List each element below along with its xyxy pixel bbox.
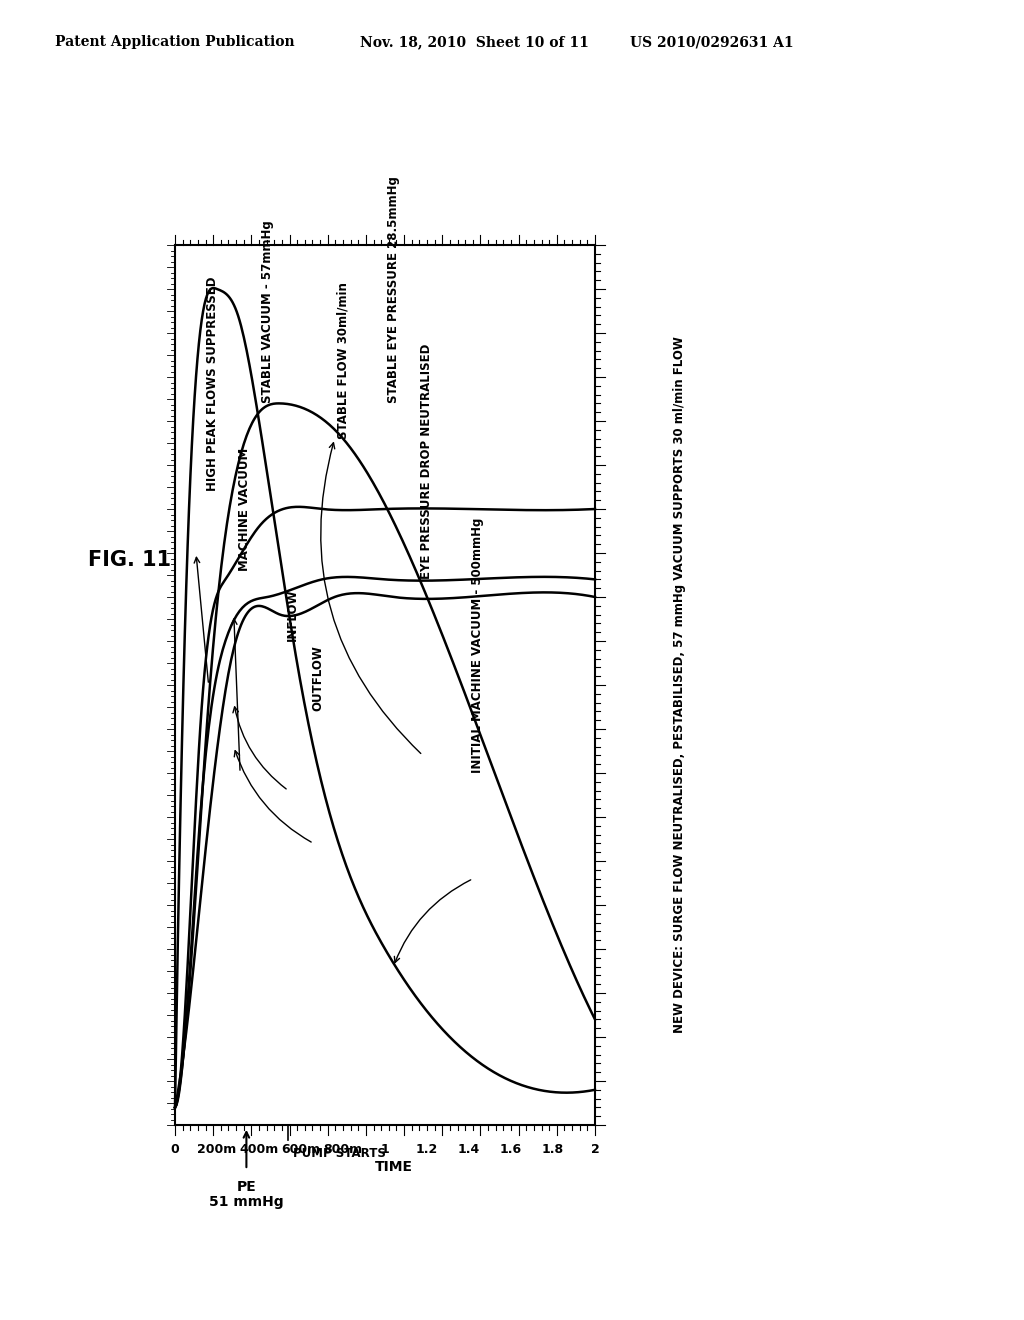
Text: STABLE FLOW 30ml/min: STABLE FLOW 30ml/min <box>337 281 349 438</box>
Text: 800m: 800m <box>324 1143 362 1156</box>
Text: 600m: 600m <box>282 1143 321 1156</box>
Text: PUMP STARTS: PUMP STARTS <box>294 1147 386 1160</box>
Text: 1.4: 1.4 <box>458 1143 480 1156</box>
Text: EYE PRESSURE DROP NEUTRALISED: EYE PRESSURE DROP NEUTRALISED <box>421 345 433 579</box>
Text: STABLE VACUUM - 57mmHg: STABLE VACUUM - 57mmHg <box>261 220 273 404</box>
Text: MACHINE VACUUM: MACHINE VACUUM <box>238 447 251 570</box>
Text: 2: 2 <box>591 1143 599 1156</box>
Text: 200m: 200m <box>198 1143 237 1156</box>
Text: OUTFLOW: OUTFLOW <box>311 645 325 711</box>
Text: 1.8: 1.8 <box>542 1143 564 1156</box>
Text: INFLOW: INFLOW <box>286 589 299 642</box>
Text: HIGH PEAK FLOWS SUPPRESSED: HIGH PEAK FLOWS SUPPRESSED <box>206 277 219 491</box>
Text: TIME: TIME <box>375 1160 413 1173</box>
Text: PE: PE <box>237 1180 256 1195</box>
Text: INITIAL MACHINE VACUUM - 500mmHg: INITIAL MACHINE VACUUM - 500mmHg <box>471 517 484 774</box>
Text: 1.6: 1.6 <box>500 1143 522 1156</box>
Text: 1.2: 1.2 <box>416 1143 438 1156</box>
Text: STABLE EYE PRESSURE 28.5mmHg: STABLE EYE PRESSURE 28.5mmHg <box>387 177 400 404</box>
Text: 0: 0 <box>171 1143 179 1156</box>
Text: US 2010/0292631 A1: US 2010/0292631 A1 <box>630 36 794 49</box>
Text: 51 mmHg: 51 mmHg <box>209 1195 284 1209</box>
Text: Patent Application Publication: Patent Application Publication <box>55 36 295 49</box>
Text: NEW DEVICE: SURGE FLOW NEUTRALISED, PESTABILISED, 57 mmHg VACUUM SUPPORTS 30 ml/: NEW DEVICE: SURGE FLOW NEUTRALISED, PEST… <box>674 337 686 1034</box>
Text: 400m: 400m <box>240 1143 279 1156</box>
Text: Nov. 18, 2010  Sheet 10 of 11: Nov. 18, 2010 Sheet 10 of 11 <box>360 36 589 49</box>
Text: 1: 1 <box>381 1143 389 1156</box>
Text: FIG. 11: FIG. 11 <box>88 550 171 570</box>
